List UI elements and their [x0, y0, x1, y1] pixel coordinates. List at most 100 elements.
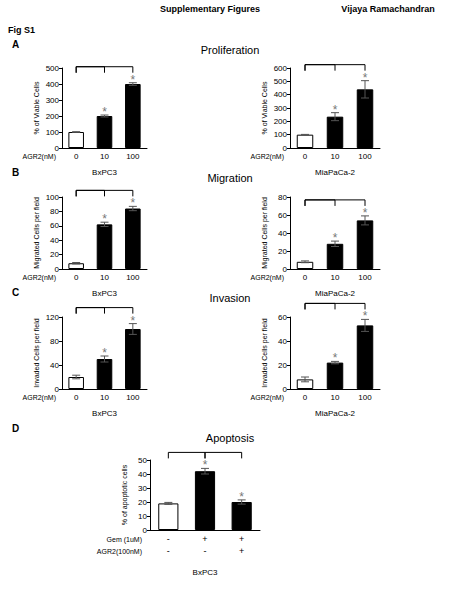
svg-text:Fig S1: Fig S1 — [8, 25, 35, 35]
svg-text:Apoptosis: Apoptosis — [206, 432, 255, 444]
svg-text:+: + — [202, 534, 207, 544]
svg-text:400: 400 — [46, 80, 60, 89]
svg-text:100: 100 — [358, 393, 372, 402]
svg-text:120: 120 — [46, 313, 60, 322]
svg-text:20: 20 — [138, 498, 147, 507]
svg-text:MiaPaCa-2: MiaPaCa-2 — [315, 289, 356, 298]
svg-text:% of Viable Cells: % of Viable Cells — [33, 81, 40, 134]
svg-text:300: 300 — [274, 104, 288, 113]
svg-text:20: 20 — [278, 247, 287, 256]
svg-text:40: 40 — [50, 361, 59, 370]
svg-text:MiaPaCa-2: MiaPaCa-2 — [315, 168, 356, 177]
svg-text:0: 0 — [143, 526, 148, 535]
svg-text:100: 100 — [46, 193, 60, 202]
svg-text:80: 80 — [50, 207, 59, 216]
svg-text:500: 500 — [46, 64, 60, 73]
svg-text:10: 10 — [331, 273, 340, 282]
svg-text:BxPC3: BxPC3 — [193, 568, 218, 577]
svg-text:-: - — [204, 546, 207, 556]
svg-text:0: 0 — [55, 385, 60, 394]
svg-text:500: 500 — [274, 77, 288, 86]
svg-text:% of apoptotic cells: % of apoptotic cells — [121, 464, 129, 525]
svg-text:30: 30 — [138, 484, 147, 493]
svg-text:B: B — [12, 167, 19, 178]
svg-text:600: 600 — [274, 64, 288, 73]
svg-text:40: 40 — [278, 337, 287, 346]
svg-text:0: 0 — [303, 273, 308, 282]
svg-text:*: * — [333, 231, 338, 245]
svg-text:10: 10 — [331, 152, 340, 161]
svg-text:60: 60 — [278, 313, 287, 322]
svg-text:10: 10 — [100, 152, 109, 161]
svg-text:100: 100 — [126, 152, 140, 161]
svg-text:Invasion: Invasion — [210, 292, 251, 304]
svg-text:C: C — [12, 287, 19, 298]
svg-text:60: 60 — [278, 211, 287, 220]
svg-text:0: 0 — [74, 273, 79, 282]
svg-text:AGR2(100nM): AGR2(100nM) — [97, 548, 142, 556]
svg-text:BxPC3: BxPC3 — [92, 409, 117, 418]
svg-text:A: A — [12, 39, 19, 50]
svg-text:400: 400 — [274, 90, 288, 99]
svg-text:*: * — [363, 71, 368, 85]
svg-text:AGR2(nM): AGR2(nM) — [23, 274, 56, 282]
svg-text:D: D — [12, 423, 19, 434]
svg-text:*: * — [102, 212, 107, 226]
svg-text:100: 100 — [46, 128, 60, 137]
svg-text:200: 200 — [46, 112, 60, 121]
svg-text:0: 0 — [303, 152, 308, 161]
svg-text:*: * — [130, 196, 135, 210]
svg-text:Vijaya Ramachandran: Vijaya Ramachandran — [341, 4, 434, 14]
svg-text:100: 100 — [274, 130, 288, 139]
svg-text:40: 40 — [278, 229, 287, 238]
svg-text:*: * — [130, 73, 135, 87]
svg-text:-: - — [167, 534, 170, 544]
svg-text:Migrated Cells per field: Migrated Cells per field — [261, 197, 269, 269]
svg-text:AGR2(nM): AGR2(nM) — [251, 274, 284, 282]
svg-text:*: * — [333, 103, 338, 117]
svg-text:AGR2(nM): AGR2(nM) — [251, 394, 284, 402]
svg-text:*: * — [102, 346, 107, 360]
svg-text:40: 40 — [138, 470, 147, 479]
svg-text:300: 300 — [46, 96, 60, 105]
svg-text:20: 20 — [50, 250, 59, 259]
svg-text:80: 80 — [50, 337, 59, 346]
svg-text:Gem (1uM): Gem (1uM) — [107, 536, 142, 544]
svg-text:0: 0 — [303, 393, 308, 402]
svg-text:Invaded Cells per field: Invaded Cells per field — [33, 318, 41, 387]
svg-text:+: + — [239, 534, 244, 544]
svg-text:0: 0 — [74, 152, 79, 161]
svg-text:20: 20 — [278, 361, 287, 370]
svg-text:BxPC3: BxPC3 — [92, 168, 117, 177]
svg-text:*: * — [363, 309, 368, 323]
svg-text:10: 10 — [138, 512, 147, 521]
svg-text:100: 100 — [358, 152, 372, 161]
svg-text:50: 50 — [138, 456, 147, 465]
svg-text:Invaded Cells per field: Invaded Cells per field — [261, 318, 269, 387]
svg-text:100: 100 — [358, 273, 372, 282]
svg-text:0: 0 — [55, 144, 60, 153]
svg-text:0: 0 — [74, 393, 79, 402]
svg-text:-: - — [167, 546, 170, 556]
svg-text:*: * — [203, 458, 208, 472]
svg-text:AGR2(nM): AGR2(nM) — [23, 153, 56, 161]
svg-text:MiaPaCa-2: MiaPaCa-2 — [315, 409, 356, 418]
svg-text:Supplementary Figures: Supplementary Figures — [160, 4, 260, 14]
svg-text:*: * — [130, 314, 135, 328]
svg-text:0: 0 — [283, 144, 288, 153]
svg-text:0: 0 — [283, 265, 288, 274]
svg-text:BxPC3: BxPC3 — [92, 289, 117, 298]
svg-text:10: 10 — [331, 393, 340, 402]
svg-text:10: 10 — [100, 393, 109, 402]
svg-text:AGR2(nM): AGR2(nM) — [23, 394, 56, 402]
svg-text:10: 10 — [100, 273, 109, 282]
svg-text:40: 40 — [50, 236, 59, 245]
svg-text:0: 0 — [283, 385, 288, 394]
svg-text:0: 0 — [55, 265, 60, 274]
svg-text:AGR2(nM): AGR2(nM) — [251, 153, 284, 161]
svg-text:*: * — [333, 351, 338, 365]
svg-text:100: 100 — [126, 393, 140, 402]
svg-text:*: * — [239, 490, 244, 504]
svg-text:Proliferation: Proliferation — [201, 44, 260, 56]
svg-text:% of Viable Cells: % of Viable Cells — [261, 81, 268, 134]
